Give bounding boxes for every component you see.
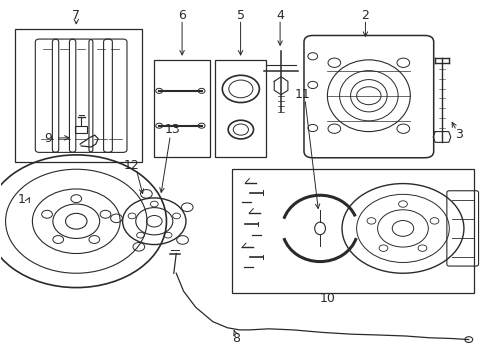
Bar <box>154 60 210 157</box>
Text: 5: 5 <box>236 9 244 22</box>
Text: 8: 8 <box>232 332 240 345</box>
Text: 4: 4 <box>276 9 284 22</box>
Text: 6: 6 <box>178 9 185 22</box>
Bar <box>232 169 473 293</box>
Bar <box>75 126 87 133</box>
Text: 2: 2 <box>361 9 368 22</box>
Text: 7: 7 <box>72 9 80 22</box>
Bar <box>15 30 142 162</box>
Text: 3: 3 <box>454 127 462 141</box>
Text: 1: 1 <box>17 193 25 206</box>
Text: 11: 11 <box>295 88 310 101</box>
Text: 9: 9 <box>44 132 52 145</box>
Text: 10: 10 <box>319 292 335 305</box>
Text: 13: 13 <box>164 123 180 136</box>
Text: 12: 12 <box>123 159 139 172</box>
Bar <box>215 60 266 157</box>
